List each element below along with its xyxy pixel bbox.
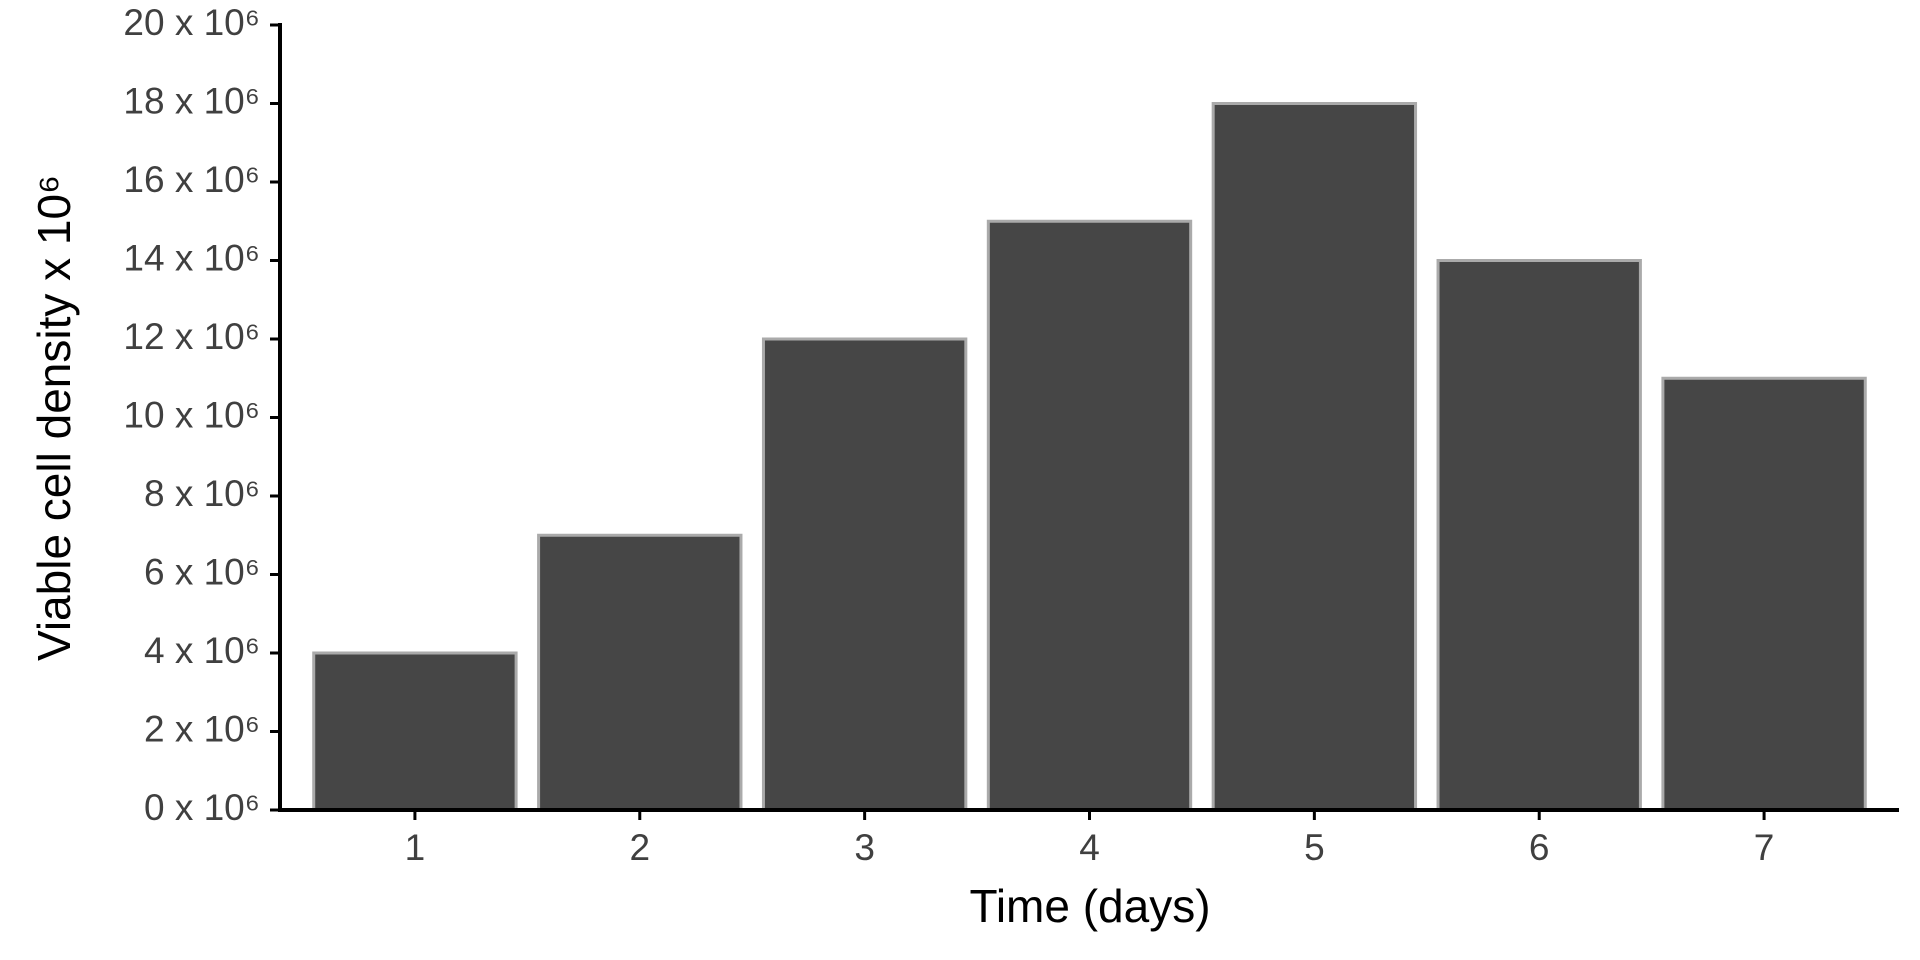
bar: [1661, 376, 1867, 812]
y-axis-title: Viable cell density x 10⁶: [28, 175, 80, 661]
y-tick-label: 14 x 10⁶: [123, 237, 260, 278]
x-tick-label: 3: [854, 827, 875, 868]
y-tick-label: 12 x 10⁶: [123, 316, 260, 357]
x-tick-label: 6: [1529, 827, 1550, 868]
bar: [537, 533, 743, 812]
x-tick-label: 4: [1079, 827, 1100, 868]
x-tick-label: 2: [629, 827, 650, 868]
bar: [761, 337, 968, 812]
bar: [1436, 259, 1642, 812]
y-tick-label: 20 x 10⁶: [123, 2, 260, 43]
y-tick-label: 18 x 10⁶: [123, 80, 260, 121]
y-tick-label: 0 x 10⁶: [144, 787, 260, 828]
y-tick-label: 8 x 10⁶: [144, 473, 260, 514]
bar: [312, 651, 518, 812]
y-tick-label: 16 x 10⁶: [123, 159, 260, 200]
x-tick-label: 1: [405, 827, 426, 868]
y-tick-label: 10 x 10⁶: [123, 394, 260, 435]
x-tick-label: 5: [1304, 827, 1325, 868]
bar: [986, 219, 1193, 812]
bar: [1211, 102, 1418, 812]
y-tick-label: 4 x 10⁶: [144, 630, 260, 671]
y-tick-label: 6 x 10⁶: [144, 551, 260, 592]
x-tick-label: 7: [1754, 827, 1775, 868]
y-tick-label: 2 x 10⁶: [144, 708, 260, 749]
x-axis-title: Time (days): [969, 880, 1210, 932]
